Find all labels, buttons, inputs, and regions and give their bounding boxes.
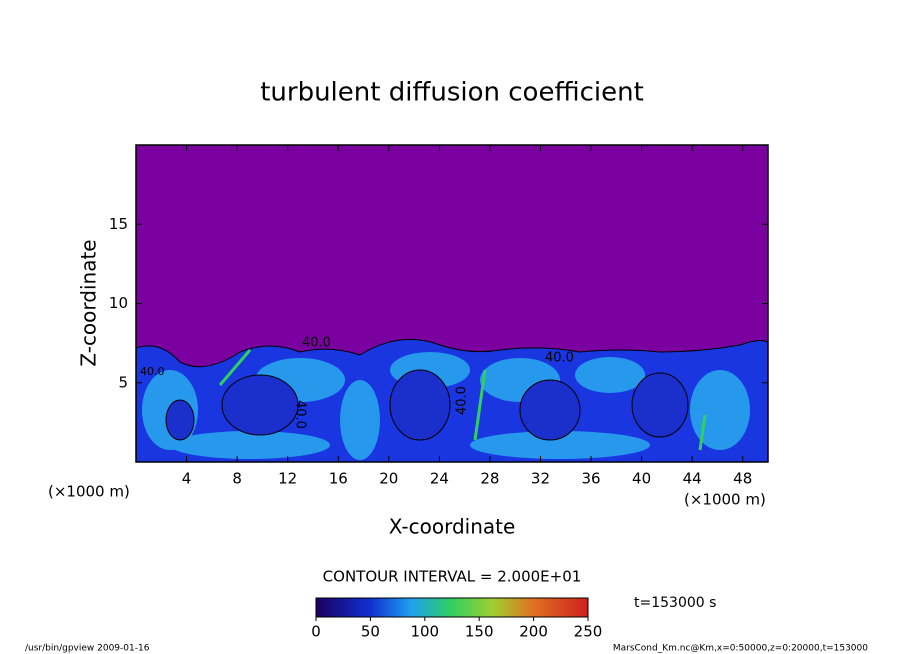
colorbar-tick-label: 50 xyxy=(361,623,380,641)
footer-right: MarsCond_Km.nc@Km,x=0:50000,z=0:20000,t=… xyxy=(613,644,868,654)
x-axis-label: X-coordinate xyxy=(389,515,516,539)
y-tick-label: 10 xyxy=(109,294,128,312)
colorbar xyxy=(315,597,589,618)
contour-label: 40.0 xyxy=(302,336,331,351)
contour-cells xyxy=(165,369,689,441)
colorbar-tick-label: 200 xyxy=(519,623,548,641)
contour-label: 40.0 xyxy=(545,351,574,366)
x-tick-label: 4 xyxy=(182,470,192,488)
colorbar-tick-label: 100 xyxy=(410,623,439,641)
x-tick-label: 36 xyxy=(581,470,600,488)
y-axis-label: Z-coordinate xyxy=(77,239,101,366)
contour-label: 40.0 xyxy=(140,365,165,378)
x-tick-label: 40 xyxy=(632,470,651,488)
x-tick-label: 20 xyxy=(379,470,398,488)
field xyxy=(136,145,768,462)
x-tick-label: 12 xyxy=(278,470,297,488)
colorbar-tick-label: 150 xyxy=(465,623,494,641)
x-tick-label: 48 xyxy=(733,470,752,488)
y-tick-label: 15 xyxy=(109,215,128,233)
x-unit-right: (×1000 m) xyxy=(684,491,766,509)
y-tick-label: 5 xyxy=(118,373,128,391)
x-tick-label: 28 xyxy=(480,470,499,488)
contour-label: 40.0 xyxy=(455,386,470,415)
contour-interval: CONTOUR INTERVAL = 2.000E+01 xyxy=(323,568,582,586)
green-streaks xyxy=(218,349,707,451)
footer-left: /usr/bin/gpview 2009-01-16 xyxy=(25,644,150,654)
time-label: t=153000 s xyxy=(634,595,716,611)
x-tick-label: 32 xyxy=(531,470,550,488)
colorbar-tick-label: 250 xyxy=(574,623,603,641)
x-tick-label: 24 xyxy=(430,470,449,488)
x-tick-label: 16 xyxy=(329,470,348,488)
contour-label: 40.0 xyxy=(293,400,308,429)
colorbar-tick-label: 0 xyxy=(311,623,321,641)
chart-title: turbulent diffusion coefficient xyxy=(260,78,644,108)
x-tick-label: 44 xyxy=(683,470,702,488)
x-tick-label: 8 xyxy=(232,470,242,488)
x-unit-left: (×1000 m) xyxy=(48,483,130,501)
